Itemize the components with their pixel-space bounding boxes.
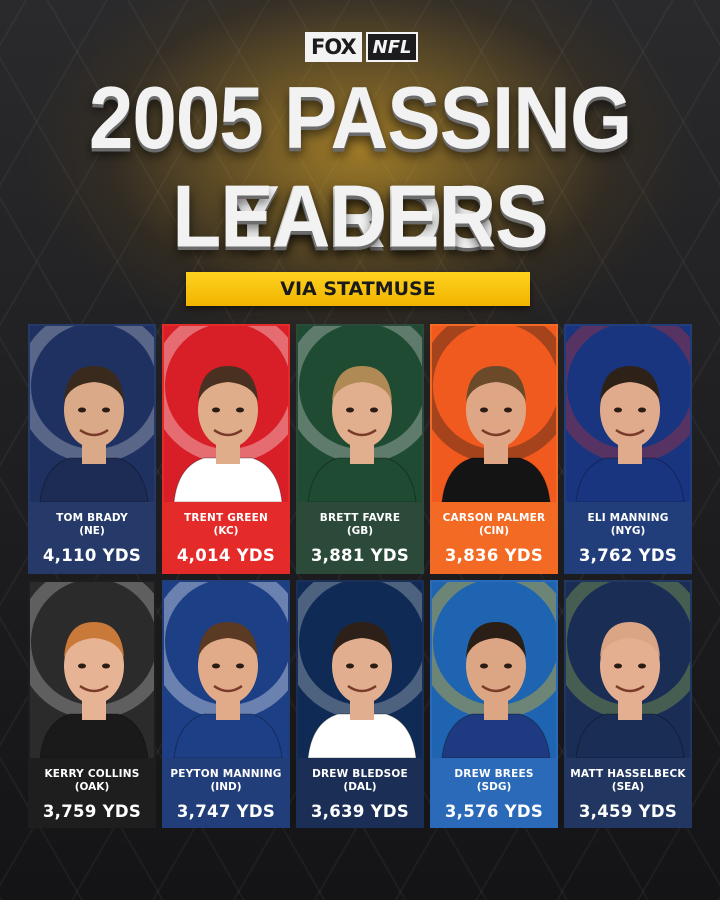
player-card: DREW BREES (SDG) 3,576 YDS	[430, 580, 558, 828]
player-photo	[30, 582, 154, 758]
player-name: MATT HASSELBECK	[570, 768, 686, 780]
player-stat-panel: DREW BLEDSOE (DAL) 3,639 YDS	[298, 758, 422, 826]
player-passing-yards: 3,759 YDS	[42, 802, 142, 821]
player-name: TRENT GREEN	[183, 512, 269, 524]
headline-line-1: 2005 PASSING YARDS	[88, 69, 632, 266]
player-name: PEYTON MANNING	[170, 768, 282, 780]
player-stat-panel: ELI MANNING (NYG) 3,762 YDS	[566, 502, 690, 572]
player-card: CARSON PALMER (CIN) 3,836 YDS	[430, 324, 558, 574]
player-team: (GB)	[346, 525, 374, 537]
player-photo	[298, 582, 422, 758]
player-card: ELI MANNING (NYG) 3,762 YDS	[564, 324, 692, 574]
player-passing-yards: 3,576 YDS	[444, 802, 544, 821]
player-team: (DAL)	[343, 781, 377, 793]
player-photo	[432, 582, 556, 758]
source-banner: VIA STATMUSE	[186, 272, 530, 306]
player-photo	[432, 326, 556, 502]
player-card: TOM BRADY (NE) 4,110 YDS	[28, 324, 156, 574]
player-name: DREW BREES	[454, 768, 534, 780]
player-passing-yards: 3,881 YDS	[310, 546, 410, 565]
player-portrait-icon	[164, 326, 288, 502]
player-portrait-icon	[164, 582, 288, 758]
fox-logo-text: FOX	[305, 32, 362, 62]
player-team: (OAK)	[74, 781, 110, 793]
player-passing-yards: 3,747 YDS	[176, 802, 276, 821]
player-stat-panel: PEYTON MANNING (IND) 3,747 YDS	[164, 758, 288, 826]
player-photo	[566, 326, 690, 502]
player-photo	[164, 326, 288, 502]
player-name: BRETT FAVRE	[319, 512, 401, 524]
player-team: (IND)	[210, 781, 242, 793]
player-portrait-icon	[30, 326, 154, 502]
player-name: KERRY COLLINS	[44, 768, 140, 780]
player-portrait-icon	[566, 326, 690, 502]
player-name: TOM BRADY	[56, 512, 128, 524]
player-portrait-icon	[432, 582, 556, 758]
player-card: MATT HASSELBECK (SEA) 3,459 YDS	[564, 580, 692, 828]
player-stat-panel: KERRY COLLINS (OAK) 3,759 YDS	[30, 758, 154, 826]
player-photo	[164, 582, 288, 758]
player-passing-yards: 3,836 YDS	[444, 546, 544, 565]
player-photo	[298, 326, 422, 502]
player-team: (CIN)	[479, 525, 509, 537]
player-card: TRENT GREEN (KC) 4,014 YDS	[162, 324, 290, 574]
player-team: (NE)	[79, 525, 105, 537]
player-team: (SEA)	[611, 781, 645, 793]
player-passing-yards: 4,014 YDS	[176, 546, 276, 565]
player-stat-panel: MATT HASSELBECK (SEA) 3,459 YDS	[566, 758, 690, 826]
player-team: (KC)	[213, 525, 239, 537]
player-stat-panel: CARSON PALMER (CIN) 3,836 YDS	[432, 502, 556, 572]
player-stat-panel: TRENT GREEN (KC) 4,014 YDS	[164, 502, 288, 572]
player-card: DREW BLEDSOE (DAL) 3,639 YDS	[296, 580, 424, 828]
player-passing-yards: 3,762 YDS	[578, 546, 678, 565]
player-name: CARSON PALMER	[442, 512, 546, 524]
player-team: (SDG)	[476, 781, 512, 793]
player-card: KERRY COLLINS (OAK) 3,759 YDS	[28, 580, 156, 828]
fox-nfl-logo: FOX NFL	[305, 32, 419, 62]
player-card: PEYTON MANNING (IND) 3,747 YDS	[162, 580, 290, 828]
player-photo	[30, 326, 154, 502]
player-portrait-icon	[298, 326, 422, 502]
player-portrait-icon	[30, 582, 154, 758]
player-name: ELI MANNING	[587, 512, 669, 524]
player-passing-yards: 4,110 YDS	[42, 546, 142, 565]
headline-line-2: LEADERS	[172, 167, 548, 266]
player-stat-panel: BRETT FAVRE (GB) 3,881 YDS	[298, 502, 422, 572]
player-team: (NYG)	[610, 525, 646, 537]
nfl-logo-text: NFL	[365, 32, 419, 62]
player-stat-panel: TOM BRADY (NE) 4,110 YDS	[30, 502, 154, 572]
player-stat-panel: DREW BREES (SDG) 3,576 YDS	[432, 758, 556, 826]
player-passing-yards: 3,639 YDS	[310, 802, 410, 821]
player-portrait-icon	[298, 582, 422, 758]
player-photo	[566, 582, 690, 758]
player-portrait-icon	[566, 582, 690, 758]
player-passing-yards: 3,459 YDS	[578, 802, 678, 821]
player-portrait-icon	[432, 326, 556, 502]
player-card: BRETT FAVRE (GB) 3,881 YDS	[296, 324, 424, 574]
player-name: DREW BLEDSOE	[312, 768, 408, 780]
